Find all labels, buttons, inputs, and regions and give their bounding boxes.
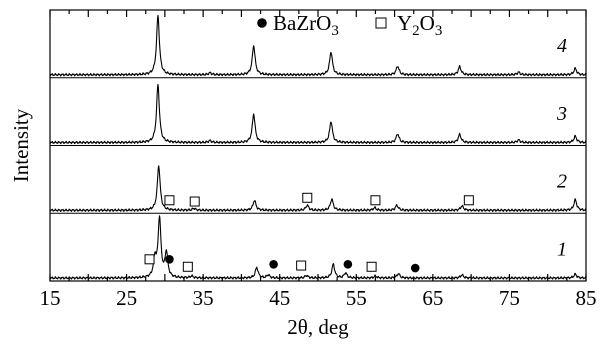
series-trace	[49, 165, 587, 212]
phase-marker-y2o3	[189, 196, 200, 207]
phase-marker-bazro3	[410, 263, 420, 273]
x-tick-label: 25	[116, 286, 137, 310]
phase-marker-bazro3	[165, 255, 174, 264]
series-label: 2	[557, 171, 567, 193]
series-panel: 2	[49, 145, 587, 212]
legend-label-bazro3: BaZrO3	[273, 11, 339, 39]
legend-bazro3-sub: 3	[331, 23, 339, 39]
legend-circle-marker	[257, 18, 267, 28]
x-tick-label: 65	[422, 286, 443, 310]
legend: BaZrO3 Y2O3	[257, 11, 442, 39]
phase-marker-bazro3	[269, 259, 278, 269]
x-tick-label: 55	[346, 286, 367, 310]
legend-y2o3-sub2: 3	[435, 23, 443, 39]
x-tick-labels: 15 25 35 45 55 65 75 85	[40, 286, 597, 310]
legend-square-marker	[375, 17, 387, 29]
legend-y2o3-y: Y	[397, 11, 412, 35]
x-tick-label: 45	[269, 286, 290, 310]
x-axis-ticks	[49, 10, 587, 281]
series-panel: 4	[49, 14, 587, 77]
series-label: 4	[557, 35, 567, 57]
series-trace	[49, 83, 587, 145]
phase-marker-y2o3	[164, 195, 175, 206]
legend-y2o3-sub1: 2	[412, 23, 420, 39]
legend-y2o3-o: O	[420, 11, 435, 35]
series-label: 3	[556, 103, 567, 125]
legend-label-y2o3: Y2O3	[397, 11, 442, 39]
legend-bazro3-main: BaZrO	[273, 11, 331, 35]
series-trace	[49, 215, 587, 280]
phase-marker-y2o3	[366, 261, 377, 272]
x-tick-label: 75	[499, 286, 520, 310]
x-tick-label: 85	[576, 286, 597, 310]
phase-marker-y2o3	[182, 261, 193, 272]
phase-marker-y2o3	[302, 192, 313, 203]
phase-marker-y2o3	[296, 260, 307, 271]
x-tick-label: 35	[193, 286, 214, 310]
y-axis-title: Intensity	[9, 108, 33, 182]
phase-marker-y2o3	[370, 195, 381, 206]
series-trace	[49, 14, 587, 77]
series-panel: 3	[49, 77, 587, 145]
phase-marker-y2o3	[463, 195, 474, 206]
phase-marker-bazro3	[343, 259, 353, 269]
series-label: 1	[557, 238, 567, 260]
series-panel: 1	[49, 212, 587, 280]
x-tick-label: 15	[40, 286, 61, 310]
x-axis-title: 2θ, deg	[287, 315, 349, 339]
phase-marker-y2o3	[144, 254, 155, 265]
